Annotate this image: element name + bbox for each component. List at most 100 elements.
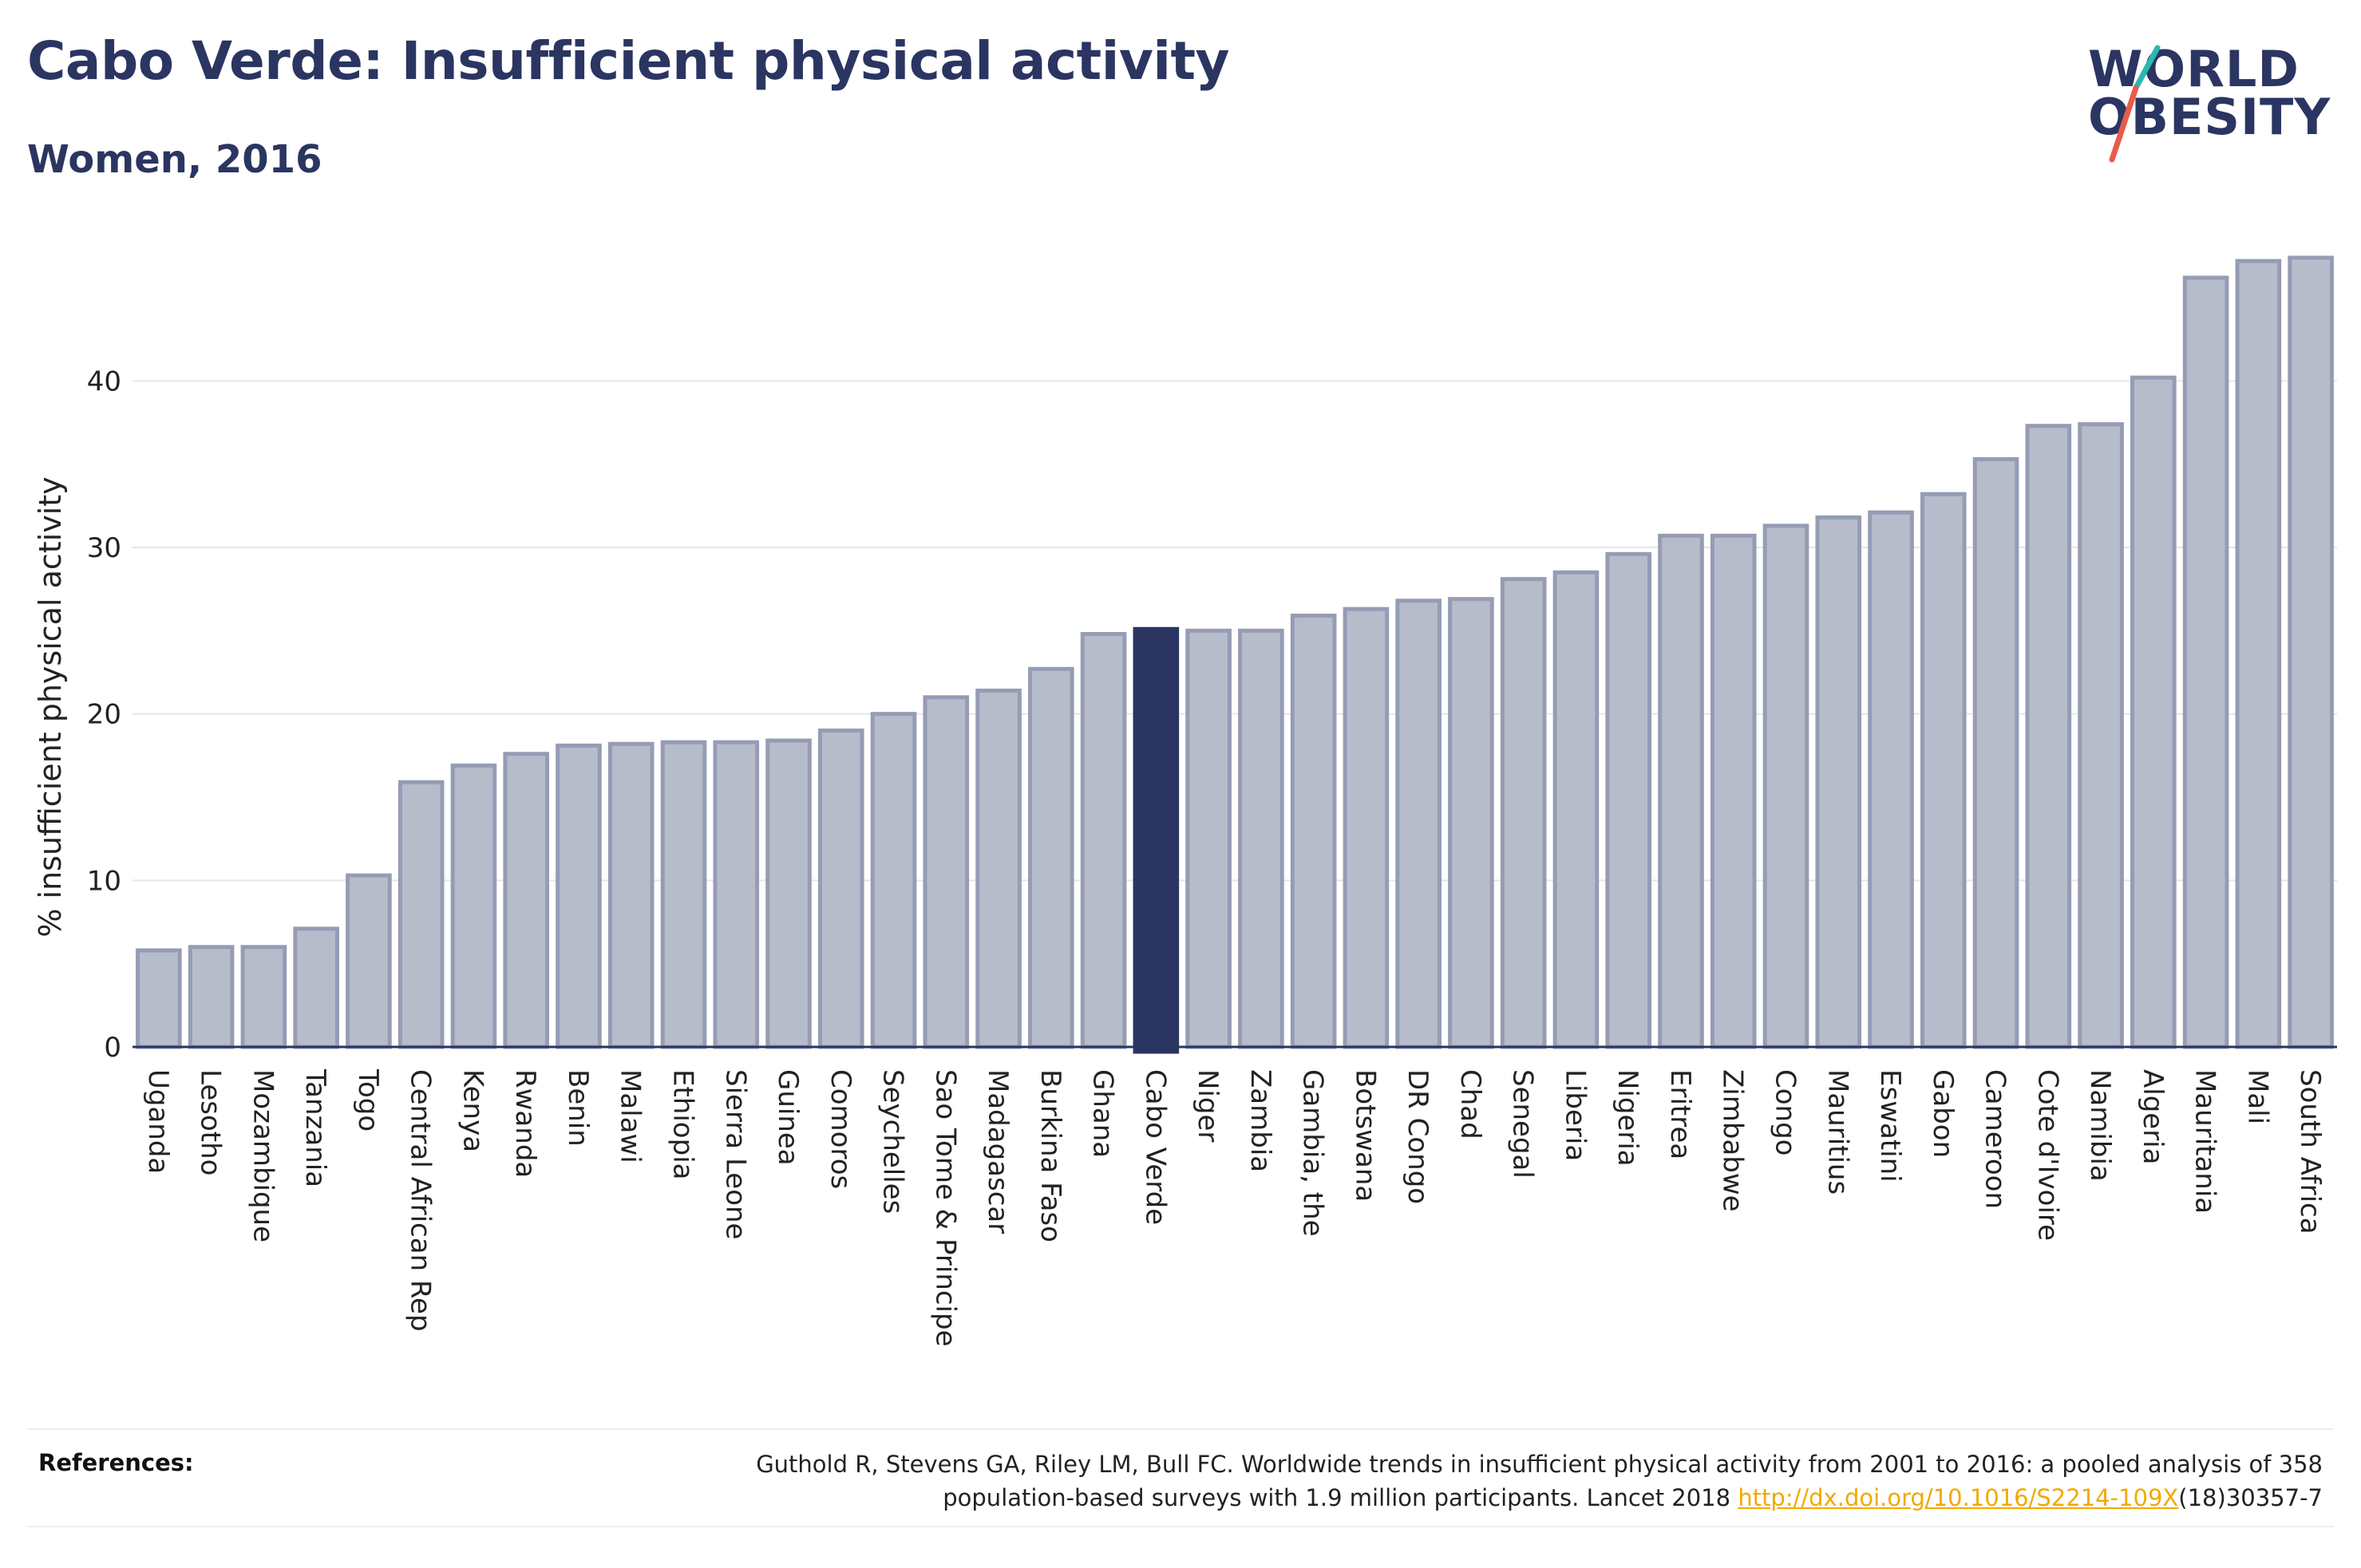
reference-line-2-suffix: (18)30357-7 xyxy=(2178,1484,2323,1511)
y-tick-label: 20 xyxy=(87,699,121,731)
x-tick-label: Mauritania xyxy=(2189,1069,2221,1214)
references-label: References: xyxy=(38,1449,194,1476)
bar xyxy=(1343,606,1390,1049)
bar xyxy=(870,712,917,1049)
reference-line-2-prefix: population-based surveys with 1.9 millio… xyxy=(943,1484,1738,1511)
bar xyxy=(293,926,339,1049)
x-tick-label: Tanzania xyxy=(299,1068,331,1187)
x-tick-label: Mauritius xyxy=(1821,1069,1853,1195)
x-tick-label: Gambia, the xyxy=(1297,1069,1329,1237)
x-tick-label: Cote d'Ivoire xyxy=(2031,1069,2063,1241)
x-tick-label: Congo xyxy=(1770,1069,1801,1155)
bar xyxy=(1762,523,1809,1049)
bar xyxy=(817,729,864,1049)
x-tick-label: Sao Tome & Principe xyxy=(929,1069,961,1347)
references-text: Guthold R, Stevens GA, Riley LM, Bull FC… xyxy=(567,1448,2323,1515)
x-tick-label: Kenya xyxy=(457,1069,488,1152)
bar xyxy=(1395,598,1442,1049)
bar xyxy=(136,948,182,1049)
bar xyxy=(1028,666,1074,1049)
bar xyxy=(346,873,392,1049)
bar xyxy=(1920,492,1967,1049)
y-tick-label: 40 xyxy=(87,365,121,397)
logo-line-world: WORLD xyxy=(2088,40,2300,98)
x-tick-label: Ghana xyxy=(1087,1069,1119,1158)
bar xyxy=(1605,551,1652,1049)
bar xyxy=(2025,424,2072,1049)
x-tick-label: Togo xyxy=(352,1068,384,1132)
x-tick-label: Niger xyxy=(1192,1069,1224,1142)
bar xyxy=(1552,570,1600,1049)
x-tick-label: Nigeria xyxy=(1612,1069,1643,1167)
x-tick-label: Mali xyxy=(2241,1069,2273,1124)
bar xyxy=(713,740,760,1049)
x-tick-label: South Africa xyxy=(2294,1069,2326,1234)
bar xyxy=(2130,375,2177,1049)
x-tick-label: Mozambique xyxy=(247,1069,279,1242)
y-tick-label: 10 xyxy=(87,865,121,897)
x-tick-label: Malawi xyxy=(615,1069,647,1163)
x-tick-label: Uganda xyxy=(142,1069,174,1174)
x-tick-label: Chad xyxy=(1454,1069,1486,1139)
bar-chart: 0 10 20 30 40 % insufficient physical activit… xyxy=(33,255,2337,1347)
bar xyxy=(1815,515,1862,1049)
x-tick-label: Botswana xyxy=(1349,1069,1381,1202)
x-tick-label: Lesotho xyxy=(195,1069,227,1175)
world-obesity-logo: WORLD OBESITY xyxy=(2083,40,2339,168)
bar xyxy=(450,763,497,1049)
y-axis-title: % insufficient physical activity xyxy=(33,476,68,937)
bar xyxy=(556,743,602,1049)
x-tick-label: Rwanda xyxy=(509,1069,541,1178)
bar xyxy=(1448,597,1494,1049)
x-tick-label: Zimbabwe xyxy=(1717,1069,1749,1212)
bar xyxy=(765,738,812,1049)
doi-link[interactable]: http://dx.doi.org/10.1016/S2214-109X xyxy=(1738,1484,2179,1511)
bar xyxy=(2078,422,2124,1049)
y-tick-label: 30 xyxy=(87,532,121,564)
x-tick-label: Eswatini xyxy=(1874,1069,1906,1183)
x-tick-label: Senegal xyxy=(1507,1069,1539,1179)
x-tick-label: DR Congo xyxy=(1402,1069,1434,1204)
y-tick-label: 0 xyxy=(104,1032,121,1064)
bar xyxy=(1710,533,1757,1049)
bar xyxy=(503,752,550,1049)
x-tick-label: Burkina Faso xyxy=(1034,1069,1066,1242)
bar xyxy=(1500,577,1547,1049)
bar xyxy=(188,945,235,1049)
chart-title: Cabo Verde: Insufficient physical activi… xyxy=(27,30,1230,92)
x-tick-label: Gabon xyxy=(1927,1069,1959,1158)
bar xyxy=(2182,275,2229,1049)
bar xyxy=(1868,510,1914,1049)
x-tick-label: Algeria xyxy=(2137,1069,2169,1164)
x-tick-label: Seychelles xyxy=(877,1069,909,1214)
x-tick-label: Guinea xyxy=(772,1069,804,1166)
bar xyxy=(1290,614,1337,1049)
bar xyxy=(1185,628,1232,1049)
bar xyxy=(975,688,1022,1049)
bar xyxy=(2235,259,2282,1049)
x-tick-label: Eritrea xyxy=(1664,1069,1696,1159)
x-tick-label: Zambia xyxy=(1244,1069,1276,1172)
bar xyxy=(1133,626,1180,1054)
x-tick-label: Comoros xyxy=(825,1069,856,1189)
bar xyxy=(1658,533,1704,1049)
logo-stripe-icon xyxy=(2109,45,2161,163)
bar xyxy=(607,741,655,1049)
reference-line-1: Guthold R, Stevens GA, Riley LM, Bull FC… xyxy=(756,1451,2323,1478)
x-tick-label: Cabo Verde xyxy=(1139,1069,1171,1225)
chart-subtitle: Women, 2016 xyxy=(27,137,322,182)
x-tick-label: Ethiopia xyxy=(667,1069,699,1179)
bar xyxy=(660,740,707,1049)
bar xyxy=(1972,456,2019,1049)
x-tick-label: Cameroon xyxy=(1979,1069,2011,1209)
x-tick-label: Madagascar xyxy=(982,1069,1014,1234)
x-tick-label: Sierra Leone xyxy=(719,1069,751,1239)
bar xyxy=(1080,632,1127,1049)
x-tick-label: Benin xyxy=(562,1069,594,1147)
bar xyxy=(240,945,287,1049)
bar xyxy=(1238,628,1284,1049)
x-tick-label: Namibia xyxy=(2084,1069,2116,1182)
x-tick-label: Liberia xyxy=(1559,1069,1591,1161)
bar xyxy=(2288,255,2334,1049)
bar xyxy=(397,780,445,1049)
